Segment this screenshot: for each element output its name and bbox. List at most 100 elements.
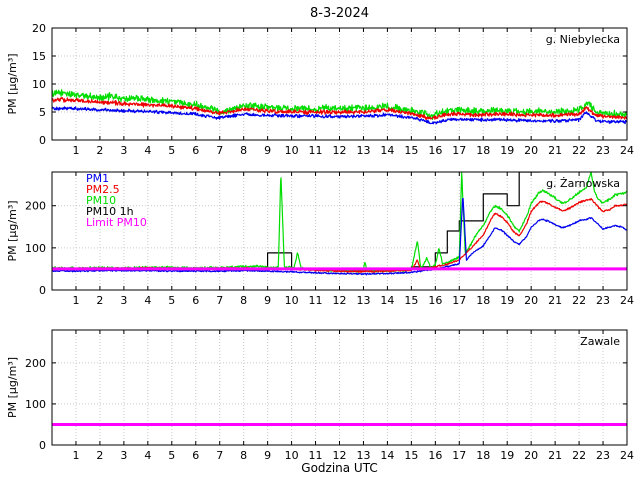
legend-entry: PM10 [86, 194, 116, 207]
series-pm1 [52, 106, 627, 125]
svg-text:100: 100 [25, 242, 46, 255]
svg-text:9: 9 [264, 449, 271, 462]
svg-text:9: 9 [264, 294, 271, 307]
svg-text:21: 21 [548, 144, 562, 157]
tick-marks [52, 172, 628, 291]
chart-panel: 1 2 3 4 5 6 7 8 9 10 11 12 13 14 15 16 17 18 19 20 21 22 23 240… [6, 329, 634, 462]
svg-text:12: 12 [333, 449, 347, 462]
y-axis-title: PM [µg/m³] [6, 357, 19, 418]
x-tick-labels: 1 2 3 4 5 6 7 8 9 10 11 12 13 14 15 16 17 18 19 20 21 22 23 24 [72, 449, 634, 462]
x-axis-title: Godzina UTC [301, 461, 378, 475]
svg-text:17: 17 [452, 294, 466, 307]
legend-entry: PM10 1h [86, 205, 134, 218]
svg-text:14: 14 [380, 144, 394, 157]
svg-text:0: 0 [39, 284, 46, 297]
svg-text:10: 10 [285, 144, 299, 157]
svg-text:1: 1 [72, 294, 79, 307]
svg-text:7: 7 [216, 449, 223, 462]
svg-text:21: 21 [548, 294, 562, 307]
series-lines [52, 89, 627, 125]
svg-text:6: 6 [192, 294, 199, 307]
y-axis-title: PM [µg/m³] [6, 53, 19, 114]
svg-text:8: 8 [240, 294, 247, 307]
svg-text:2: 2 [96, 144, 103, 157]
svg-text:4: 4 [144, 294, 151, 307]
svg-text:8: 8 [240, 144, 247, 157]
svg-text:24: 24 [620, 294, 634, 307]
svg-text:20: 20 [524, 449, 538, 462]
svg-text:24: 24 [620, 449, 634, 462]
svg-text:18: 18 [476, 144, 490, 157]
panel-title: g. Niebylecka [546, 33, 620, 46]
svg-text:10: 10 [32, 78, 46, 91]
axes-frame [51, 27, 628, 141]
svg-text:200: 200 [25, 357, 46, 370]
series-pm10-1h [52, 172, 541, 271]
grid-lines [52, 28, 628, 140]
series-pm1 [52, 197, 627, 276]
svg-text:19: 19 [500, 294, 514, 307]
svg-text:2: 2 [96, 294, 103, 307]
panel-title: Zawale [580, 335, 620, 348]
svg-text:0: 0 [39, 439, 46, 452]
svg-text:17: 17 [452, 144, 466, 157]
grid-lines [52, 172, 628, 290]
svg-text:18: 18 [476, 449, 490, 462]
svg-text:6: 6 [192, 449, 199, 462]
svg-text:17: 17 [452, 449, 466, 462]
svg-text:6: 6 [192, 144, 199, 157]
svg-text:7: 7 [216, 144, 223, 157]
svg-text:16: 16 [428, 144, 442, 157]
svg-text:20: 20 [524, 144, 538, 157]
svg-text:4: 4 [144, 144, 151, 157]
svg-text:23: 23 [596, 144, 610, 157]
svg-text:18: 18 [476, 294, 490, 307]
chart-panel: 1 2 3 4 5 6 7 8 9 10 11 12 13 14 15 16 17 18 19 20 21 22 23 240… [6, 171, 634, 307]
figure-title: 8-3-2024 [309, 6, 369, 21]
svg-text:13: 13 [356, 294, 370, 307]
svg-text:15: 15 [32, 50, 46, 63]
panel-title: g. Żarnowska [546, 177, 620, 190]
svg-text:10: 10 [285, 294, 299, 307]
svg-text:24: 24 [620, 144, 634, 157]
y-tick-labels: 0 100 200 [25, 357, 46, 452]
svg-text:1: 1 [72, 449, 79, 462]
svg-text:22: 22 [572, 294, 586, 307]
svg-text:19: 19 [500, 449, 514, 462]
legend-entry: PM2.5 [86, 183, 120, 196]
x-tick-labels: 1 2 3 4 5 6 7 8 9 10 11 12 13 14 15 16 17 18 19 20 21 22 23 24 [72, 294, 634, 307]
svg-text:9: 9 [264, 144, 271, 157]
svg-text:15: 15 [404, 144, 418, 157]
legend-entry: PM1 [86, 172, 109, 185]
svg-text:16: 16 [428, 449, 442, 462]
tick-marks [52, 330, 628, 446]
grid-lines [52, 330, 628, 445]
y-tick-labels: 0 100 200 [25, 200, 46, 297]
svg-text:3: 3 [120, 144, 127, 157]
series-pm10 [52, 89, 627, 121]
svg-text:4: 4 [144, 449, 151, 462]
svg-text:21: 21 [548, 449, 562, 462]
svg-text:2: 2 [96, 449, 103, 462]
svg-text:15: 15 [404, 294, 418, 307]
svg-text:0: 0 [39, 134, 46, 147]
svg-text:5: 5 [39, 106, 46, 119]
svg-text:3: 3 [120, 449, 127, 462]
svg-text:12: 12 [333, 294, 347, 307]
svg-text:23: 23 [596, 294, 610, 307]
svg-text:12: 12 [333, 144, 347, 157]
svg-text:200: 200 [25, 200, 46, 213]
svg-text:7: 7 [216, 294, 223, 307]
svg-text:5: 5 [168, 449, 175, 462]
svg-text:23: 23 [596, 449, 610, 462]
svg-text:20: 20 [524, 294, 538, 307]
svg-text:5: 5 [168, 294, 175, 307]
svg-text:8: 8 [240, 449, 247, 462]
svg-text:100: 100 [25, 398, 46, 411]
svg-text:14: 14 [380, 449, 394, 462]
svg-text:13: 13 [356, 144, 370, 157]
svg-text:19: 19 [500, 144, 514, 157]
